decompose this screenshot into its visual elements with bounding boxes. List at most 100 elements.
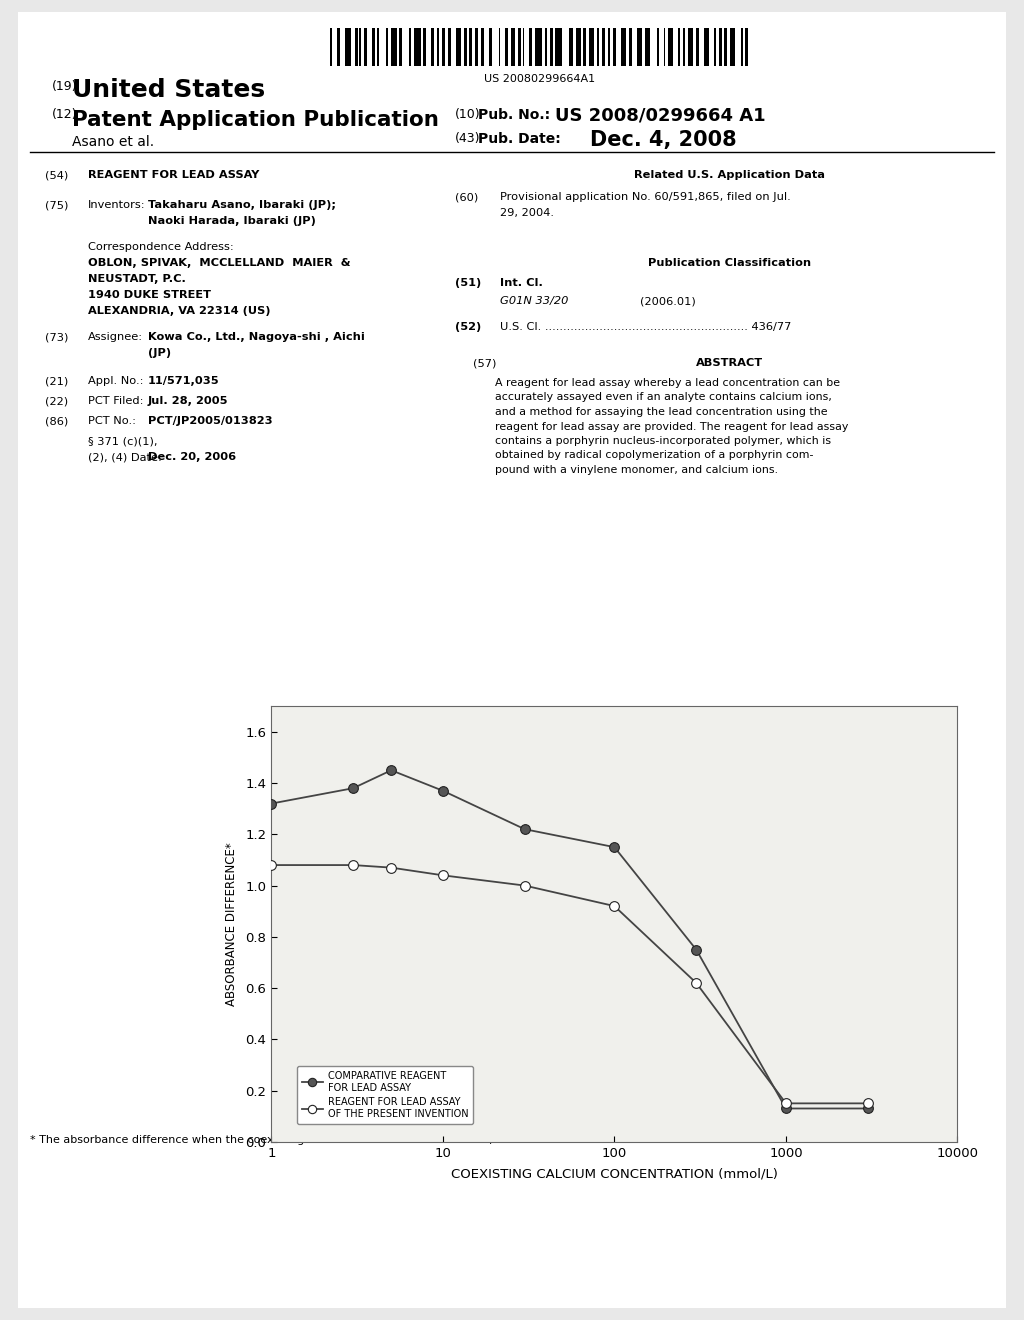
Bar [669,28,674,66]
Bar [506,28,509,66]
Bar [499,28,501,66]
Bar [577,28,582,66]
Bar [664,28,666,66]
Bar [430,28,433,66]
Bar [719,28,722,66]
Text: (75): (75) [45,201,69,210]
Text: OBLON, SPIVAK,  MCCLELLAND  MAIER  &: OBLON, SPIVAK, MCCLELLAND MAIER & [88,257,350,268]
Bar [745,28,749,66]
Text: contains a porphyrin nucleus-incorporated polymer, which is: contains a porphyrin nucleus-incorporate… [495,436,831,446]
Text: (86): (86) [45,416,69,426]
Bar [464,28,467,66]
Bar [714,28,716,66]
Bar [488,28,492,66]
Y-axis label: ABSORBANCE DIFFERENCE*: ABSORBANCE DIFFERENCE* [225,842,239,1006]
Text: (JP): (JP) [148,348,171,358]
Text: * The absorbance difference when the coexisting calcium concentration is 0 mmol/: * The absorbance difference when the coe… [30,1135,563,1144]
Text: ALEXANDRIA, VA 22314 (US): ALEXANDRIA, VA 22314 (US) [88,306,270,315]
Text: Assignee:: Assignee: [88,333,143,342]
Bar [597,28,599,66]
Text: G01N 33/20: G01N 33/20 [500,296,568,306]
Bar [730,28,734,66]
Text: (21): (21) [45,376,69,385]
Text: Dec. 4, 2008: Dec. 4, 2008 [590,129,736,150]
Text: (2), (4) Date:: (2), (4) Date: [88,451,162,462]
Bar [354,28,357,66]
Text: Jul. 28, 2005: Jul. 28, 2005 [148,396,228,407]
Text: Kowa Co., Ltd., Nagoya-shi , Aichi: Kowa Co., Ltd., Nagoya-shi , Aichi [148,333,365,342]
Bar [683,28,685,66]
Text: (12): (12) [52,108,78,121]
Text: US 20080299664A1: US 20080299664A1 [484,74,596,84]
Bar [512,28,514,66]
Bar [613,28,616,66]
Bar [590,28,594,66]
Text: ABSTRACT: ABSTRACT [696,358,764,368]
Bar [568,28,573,66]
Text: NEUSTADT, P.C.: NEUSTADT, P.C. [88,275,186,284]
Bar [536,28,542,66]
Text: (2006.01): (2006.01) [640,296,695,306]
Bar [724,28,727,66]
Text: U.S. Cl. ........................................................ 436/77: U.S. Cl. ...............................… [500,322,792,333]
Bar [705,28,709,66]
Text: Naoki Harada, Ibaraki (JP): Naoki Harada, Ibaraki (JP) [148,216,315,226]
Text: Publication Classification: Publication Classification [648,257,812,268]
Bar [481,28,484,66]
Bar [622,28,626,66]
Text: United States: United States [72,78,265,102]
Text: 11/571,035: 11/571,035 [148,376,219,385]
Text: and a method for assaying the lead concentration using the: and a method for assaying the lead conce… [495,407,827,417]
Bar [584,28,587,66]
Bar [447,28,451,66]
Text: Dec. 20, 2006: Dec. 20, 2006 [148,451,237,462]
Text: (51): (51) [455,279,481,288]
Text: Correspondence Address:: Correspondence Address: [88,242,233,252]
Bar [545,28,547,66]
Bar [688,28,693,66]
Text: PCT Filed:: PCT Filed: [88,396,143,407]
Bar [475,28,478,66]
Bar [345,28,351,66]
Text: PCT/JP2005/013823: PCT/JP2005/013823 [148,416,272,426]
Legend: COMPARATIVE REAGENT
FOR LEAD ASSAY, REAGENT FOR LEAD ASSAY
OF THE PRESENT INVENT: COMPARATIVE REAGENT FOR LEAD ASSAY, REAG… [297,1067,473,1123]
X-axis label: COEXISTING CALCIUM CONCENTRATION (mmol/L): COEXISTING CALCIUM CONCENTRATION (mmol/L… [451,1168,778,1181]
Text: (57): (57) [473,358,497,368]
Text: Appl. No.:: Appl. No.: [88,376,143,385]
Text: (60): (60) [455,191,478,202]
Text: (54): (54) [45,170,69,180]
Text: pound with a vinylene monomer, and calcium ions.: pound with a vinylene monomer, and calci… [495,465,778,475]
Bar [602,28,605,66]
Bar [469,28,472,66]
Text: Takaharu Asano, Ibaraki (JP);: Takaharu Asano, Ibaraki (JP); [148,201,336,210]
Bar [741,28,743,66]
Bar [550,28,553,66]
Text: PCT No.:: PCT No.: [88,416,136,426]
Text: (43): (43) [455,132,480,145]
Text: Inventors:: Inventors: [88,201,145,210]
Bar [441,28,444,66]
Bar [391,28,397,66]
Bar [373,28,376,66]
Bar [337,28,340,66]
Text: US 2008/0299664 A1: US 2008/0299664 A1 [555,106,766,124]
Bar [386,28,388,66]
Bar [365,28,368,66]
Bar [330,28,332,66]
Bar [656,28,658,66]
Text: § 371 (c)(1),: § 371 (c)(1), [88,436,158,446]
Text: REAGENT FOR LEAD ASSAY: REAGENT FOR LEAD ASSAY [88,170,259,180]
Bar [414,28,421,66]
Bar [456,28,461,66]
Bar [678,28,680,66]
Bar [629,28,632,66]
Text: Pub. Date:: Pub. Date: [478,132,561,147]
Bar [608,28,610,66]
Bar [645,28,650,66]
Text: reagent for lead assay are provided. The reagent for lead assay: reagent for lead assay are provided. The… [495,421,848,432]
Text: Pub. No.:: Pub. No.: [478,108,550,121]
Text: (10): (10) [455,108,480,121]
Bar [423,28,426,66]
Text: Patent Application Publication: Patent Application Publication [72,110,439,129]
Bar [637,28,642,66]
